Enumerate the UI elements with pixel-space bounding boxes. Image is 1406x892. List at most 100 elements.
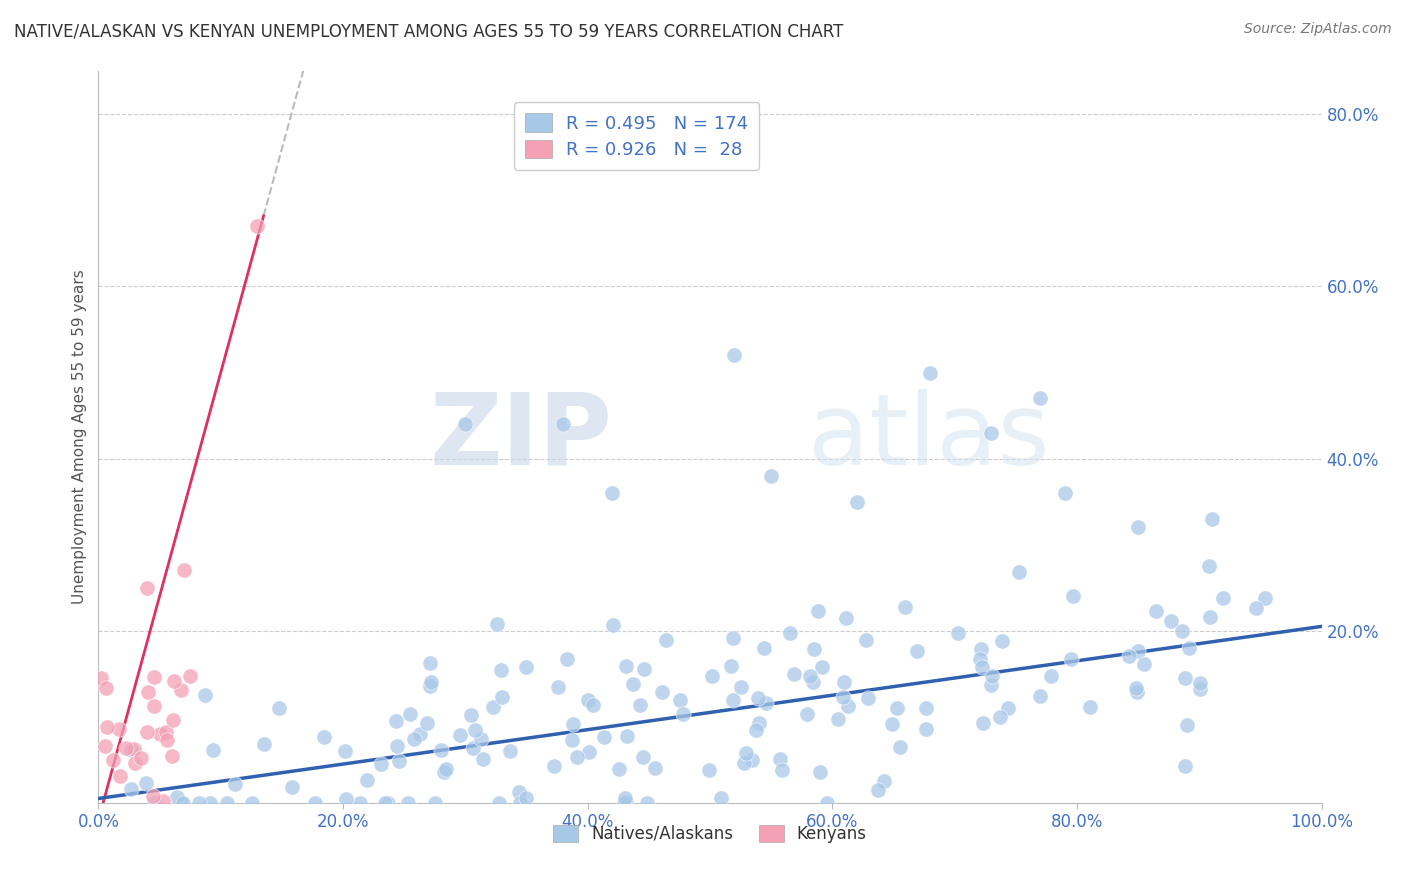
Point bbox=[172, 796, 194, 810]
Point bbox=[1254, 591, 1277, 605]
Point bbox=[419, 679, 441, 693]
Point bbox=[1212, 591, 1234, 605]
Point bbox=[980, 425, 1002, 440]
Point bbox=[252, 737, 274, 751]
Point bbox=[779, 625, 801, 640]
Point bbox=[194, 689, 217, 703]
Point bbox=[143, 796, 166, 810]
Point bbox=[486, 617, 509, 632]
Point bbox=[827, 712, 849, 726]
Point bbox=[1199, 610, 1222, 624]
Point bbox=[806, 604, 828, 618]
Point bbox=[636, 796, 658, 810]
Point bbox=[1188, 682, 1211, 697]
Point bbox=[155, 733, 177, 747]
Point bbox=[188, 796, 211, 810]
Point bbox=[215, 796, 238, 810]
Point bbox=[1198, 559, 1220, 574]
Point bbox=[613, 796, 636, 810]
Point bbox=[920, 366, 942, 380]
Point bbox=[553, 417, 575, 432]
Point bbox=[163, 673, 186, 688]
Point bbox=[593, 730, 616, 744]
Point bbox=[834, 675, 856, 690]
Point bbox=[124, 756, 146, 770]
Point bbox=[748, 716, 770, 731]
Point bbox=[399, 706, 422, 721]
Point bbox=[143, 670, 166, 684]
Point bbox=[129, 751, 152, 765]
Point bbox=[460, 707, 482, 722]
Point bbox=[149, 727, 172, 741]
Point bbox=[815, 796, 838, 810]
Point bbox=[914, 722, 936, 736]
Point bbox=[582, 698, 605, 713]
Point bbox=[972, 716, 994, 731]
Point bbox=[555, 652, 578, 666]
Point bbox=[741, 753, 763, 767]
Point bbox=[1053, 486, 1076, 500]
Point bbox=[142, 698, 165, 713]
Point bbox=[96, 681, 118, 695]
Point bbox=[710, 791, 733, 805]
Point bbox=[578, 746, 600, 760]
Point bbox=[415, 716, 437, 731]
Point bbox=[471, 752, 494, 766]
Point bbox=[614, 658, 637, 673]
Point bbox=[155, 725, 177, 739]
Point bbox=[745, 723, 768, 737]
Point bbox=[1144, 604, 1167, 618]
Point bbox=[449, 728, 471, 742]
Point bbox=[801, 675, 824, 690]
Point bbox=[799, 669, 821, 683]
Point bbox=[515, 660, 537, 674]
Point bbox=[377, 796, 399, 810]
Point bbox=[803, 641, 825, 656]
Y-axis label: Unemployment Among Ages 55 to 59 years: Unemployment Among Ages 55 to 59 years bbox=[72, 269, 87, 605]
Point bbox=[970, 642, 993, 657]
Point bbox=[628, 698, 651, 713]
Point bbox=[808, 765, 831, 780]
Point bbox=[267, 701, 290, 715]
Point bbox=[754, 640, 776, 655]
Point bbox=[169, 683, 191, 698]
Point bbox=[488, 796, 510, 810]
Point bbox=[832, 690, 855, 705]
Point bbox=[980, 678, 1002, 692]
Point bbox=[915, 701, 938, 715]
Point bbox=[385, 714, 408, 728]
Point bbox=[907, 644, 929, 658]
Point bbox=[198, 796, 221, 810]
Text: atlas: atlas bbox=[808, 389, 1049, 485]
Point bbox=[837, 698, 859, 713]
Point bbox=[142, 789, 165, 804]
Point bbox=[281, 780, 304, 794]
Point bbox=[607, 762, 630, 776]
Point bbox=[1062, 589, 1084, 603]
Point bbox=[246, 219, 269, 234]
Point bbox=[631, 750, 654, 764]
Point bbox=[613, 790, 636, 805]
Point bbox=[769, 752, 792, 766]
Point bbox=[783, 667, 806, 681]
Point bbox=[946, 626, 969, 640]
Point bbox=[614, 796, 637, 810]
Point bbox=[335, 792, 357, 806]
Point bbox=[1007, 566, 1029, 580]
Point bbox=[224, 776, 246, 790]
Legend: Natives/Alaskans, Kenyans: Natives/Alaskans, Kenyans bbox=[543, 814, 877, 853]
Point bbox=[396, 796, 419, 810]
Point bbox=[312, 731, 335, 745]
Point bbox=[96, 720, 118, 734]
Point bbox=[491, 690, 513, 705]
Point bbox=[103, 752, 125, 766]
Point bbox=[997, 701, 1019, 715]
Point bbox=[1201, 512, 1223, 526]
Point bbox=[882, 717, 904, 731]
Point bbox=[419, 674, 441, 689]
Point bbox=[374, 796, 396, 810]
Point bbox=[1133, 657, 1156, 671]
Point bbox=[543, 758, 565, 772]
Point bbox=[1178, 640, 1201, 655]
Point bbox=[136, 725, 159, 739]
